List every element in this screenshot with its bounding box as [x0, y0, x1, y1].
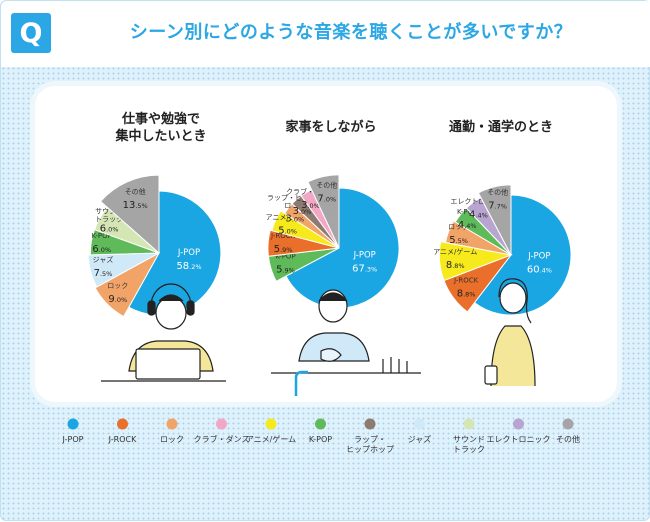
legend-dot — [265, 418, 277, 430]
pie-slice-3 — [267, 229, 340, 257]
pie-slice-8 — [307, 174, 340, 249]
legend-label: ジャズ — [408, 434, 432, 444]
person-washing-dishes-illustration — [271, 289, 421, 396]
slice-label: K-POP — [457, 208, 477, 216]
slice-value: 8.8% — [457, 289, 476, 300]
slice-label: その他 — [125, 187, 146, 196]
legend-label: クラブ・ダンス — [194, 434, 250, 444]
slice-label: J-ROCK — [453, 277, 479, 285]
slice-label: K-POP — [92, 232, 112, 240]
slice-label: エレクトロニック — [450, 198, 506, 206]
legend-label: ラップ・ヒップホップ — [346, 435, 394, 454]
legend-label: エレクトロニック — [487, 435, 551, 444]
pie-slice-4 — [271, 210, 340, 249]
pie-slice-2 — [94, 251, 161, 318]
legend-label: K-POP — [309, 435, 332, 444]
legend-label: アニメ/ゲーム — [246, 434, 296, 444]
legend-dot — [67, 418, 79, 430]
slice-value: 6.0% — [92, 244, 111, 255]
legend-dot — [364, 418, 376, 430]
slice-value: 5.0% — [278, 226, 297, 237]
pie-slice-6 — [99, 174, 160, 255]
pie-chart-1: 仕事や勉強で集中したいとき J-POP 58.2% ロック 9.0% ジャズ 7.5% K-P… — [87, 111, 222, 318]
legend-dot — [513, 418, 524, 430]
slice-value: 4.4% — [458, 220, 477, 231]
legend-label: その他 — [556, 434, 580, 444]
slice-label: クラブ・ダンス — [286, 187, 335, 196]
slice-label: ジャズ — [93, 255, 114, 264]
legend-dot — [216, 418, 227, 430]
pie-chart-3: 通勤・通学のとき J-POP 60.4% J-ROCK 8.8% アニメ/ゲーム 8.8% ロ… — [433, 119, 572, 316]
slice-label: ラップ・ヒップホップ — [267, 194, 337, 202]
pie-slice-7 — [477, 184, 512, 256]
legend-label: J-POP — [62, 435, 84, 444]
slice-value: 7.7% — [488, 201, 507, 212]
slice-value: 60.4% — [527, 265, 552, 276]
slice-value: 9.0% — [108, 294, 127, 305]
slice-label: その他 — [487, 188, 508, 197]
q-badge: Q — [11, 13, 51, 53]
legend-label: サウンドトラック — [453, 435, 485, 454]
slice-value: 5.9% — [276, 265, 295, 276]
slice-label: J-ROCK — [270, 232, 296, 240]
slice-value: 13.5% — [123, 200, 148, 211]
chart-title: 通勤・通学のとき — [449, 119, 553, 135]
slice-value: 5.9% — [274, 244, 293, 255]
slice-label: アニメ/ゲーム — [266, 213, 310, 222]
worker-with-headphones-illustration — [101, 283, 226, 382]
slice-value: 4.4% — [469, 210, 488, 221]
pie-slice-1 — [473, 194, 572, 316]
slice-label: アニメ/ゲーム — [433, 247, 477, 256]
pie-chart-2: 家事をしながらJ-POP67.3%K-POP5.9%J-ROCK5.9%アニメ/… — [266, 119, 400, 309]
legend-label: ロック — [160, 435, 184, 444]
pie-slice-3 — [87, 252, 160, 288]
slice-value: 7.5% — [94, 268, 113, 279]
slice-value: 3.0% — [285, 214, 304, 225]
pie-slice-3 — [438, 241, 513, 282]
pie-slice-4 — [444, 220, 512, 256]
slice-value: 8.8% — [446, 260, 465, 271]
legend-dot — [315, 418, 326, 430]
slice-label: J-POP — [177, 248, 200, 258]
slice-label: サウンドトラック — [95, 207, 123, 223]
pie-slice-1 — [285, 187, 400, 309]
commuter-with-phone-illustration — [484, 278, 536, 387]
chart-title: 家事をしながら — [285, 119, 376, 135]
slice-value: 6.0% — [100, 223, 119, 234]
slice-label: その他 — [316, 180, 337, 189]
legend-dot — [414, 418, 425, 430]
slice-value: 58.2% — [176, 261, 201, 272]
header: Q シーン別にどのような音楽を聴くことが多いですか？ — [1, 1, 650, 67]
legend-dot — [463, 418, 475, 430]
slice-value: 3.0% — [293, 206, 312, 217]
slice-label: ロック — [107, 282, 128, 290]
slice-label: J-POP — [527, 252, 550, 262]
question-title: シーン別にどのような音楽を聴くことが多いですか？ — [129, 22, 573, 43]
slice-value: 5.5% — [449, 235, 468, 246]
legend-dot — [166, 418, 178, 430]
slice-label: ロック — [448, 223, 469, 231]
legend-dot — [562, 418, 574, 430]
slice-value: 7.0% — [317, 193, 336, 204]
slice-value: 3.0% — [301, 200, 320, 211]
slice-label: J-POP — [353, 251, 376, 261]
slice-label: K-POP — [275, 253, 295, 261]
legend-dot — [117, 418, 128, 430]
legend-label: J-ROCK — [108, 435, 137, 444]
chart-title: 仕事や勉強で集中したいとき — [114, 111, 206, 144]
slice-value: 67.3% — [352, 264, 377, 275]
